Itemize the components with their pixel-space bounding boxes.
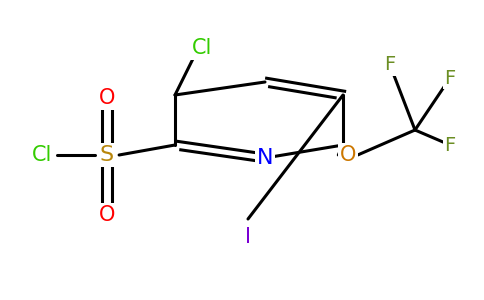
Text: F: F [384,56,395,74]
Text: I: I [245,227,251,247]
Text: O: O [340,145,356,165]
Text: F: F [444,68,455,88]
Text: Cl: Cl [192,38,212,58]
Text: S: S [100,145,114,165]
Text: Cl: Cl [32,145,52,165]
Text: N: N [257,148,273,168]
Text: O: O [99,88,115,108]
Text: O: O [99,205,115,225]
Text: F: F [444,136,455,154]
